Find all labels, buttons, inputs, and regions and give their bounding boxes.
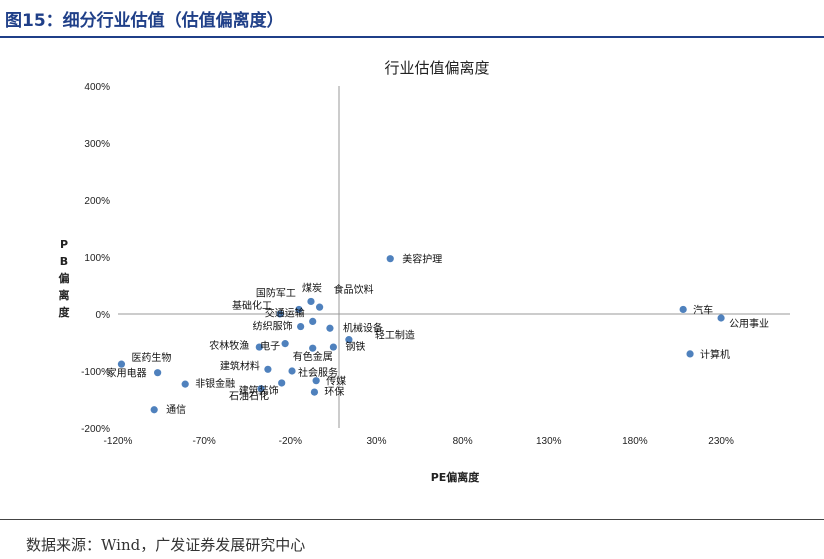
scatter-chart: 行业估值偏离度 400% 300% 200% 100% 0% -100% -200% -12… (59, 59, 790, 484)
point-label: 煤炭 (302, 281, 322, 294)
point-label: 通信 (166, 404, 186, 416)
x-tick-label: -70% (192, 436, 215, 447)
point-label: 电子 (260, 340, 280, 353)
data-point (309, 344, 317, 352)
point-label: 家用电器 (107, 367, 147, 380)
point-label: 机械设备 (343, 321, 383, 334)
data-source: 数据来源：Wind，广发证券发展研究中心 (26, 536, 306, 554)
y-tick-label: 400% (84, 82, 110, 93)
point-label: 轻工制造 (375, 329, 415, 342)
data-point (181, 380, 189, 388)
data-point (310, 388, 319, 396)
data-point (257, 385, 265, 393)
point-label: 医药生物 (131, 351, 171, 364)
x-axis-label: PE偏离度 (431, 470, 481, 484)
x-tick-label: -20% (279, 436, 302, 447)
y-tick-label: -200% (81, 424, 110, 435)
x-tick-label: 230% (708, 436, 734, 447)
data-point (312, 377, 320, 385)
point-label: 美容护理 (402, 253, 442, 266)
point-label: 计算机 (700, 348, 730, 361)
data-point (154, 369, 162, 377)
data-point (150, 406, 158, 414)
point-label: 交通运输 (265, 306, 305, 319)
data-point (281, 340, 289, 348)
point-label: 纺织服饰 (253, 320, 293, 333)
data-point (345, 336, 353, 344)
data-point (686, 350, 694, 358)
point-label: 钢铁 (345, 340, 365, 353)
y-tick-label: 300% (84, 139, 110, 150)
point-label: 建筑材料 (220, 359, 260, 372)
point-label: 建筑装饰 (239, 384, 279, 397)
title-divider (0, 36, 824, 38)
x-tick-labels: -120% -70% -20% 30% 80% 130% 180% 230% (104, 436, 734, 447)
point-label: 环保 (324, 385, 344, 398)
point-label: 传媒 (326, 376, 346, 388)
y-tick-label: 200% (84, 196, 110, 207)
point-label: 食品饮料 (334, 283, 374, 296)
y-tick-label: -100% (81, 367, 110, 378)
point-label: 国防军工 (256, 286, 296, 299)
x-tick-label: 80% (453, 436, 473, 447)
x-tick-label: -120% (104, 436, 133, 447)
y-axis-label: P B 偏离度 (59, 238, 71, 319)
data-point (255, 343, 263, 351)
data-point (717, 314, 725, 322)
x-tick-label: 130% (536, 436, 562, 447)
data-point (264, 365, 272, 373)
data-point (326, 324, 334, 332)
data-points (117, 255, 725, 414)
chart-title: 行业估值偏离度 (384, 59, 489, 77)
data-point (679, 305, 687, 314)
data-point (297, 322, 305, 331)
data-point (117, 360, 126, 368)
data-point (288, 367, 296, 375)
x-tick-label: 180% (622, 436, 648, 447)
y-tick-labels: 400% 300% 200% 100% 0% -100% -200% (81, 82, 110, 435)
point-label: 基础化工 (232, 299, 272, 312)
data-point (329, 343, 337, 351)
point-label: 公用事业 (729, 317, 769, 330)
x-tick-label: 30% (366, 436, 386, 447)
data-point (276, 310, 284, 318)
point-label: 有色金属 (293, 350, 333, 363)
y-tick-label: 0% (96, 310, 111, 321)
data-point (386, 255, 394, 263)
data-point (309, 317, 317, 326)
point-label: 石油石化 (229, 390, 269, 403)
data-point (295, 305, 303, 314)
data-point (307, 297, 315, 306)
data-point (278, 379, 286, 387)
data-point (316, 303, 324, 311)
point-label: 非银金融 (195, 377, 235, 390)
point-label: 农林牧渔 (209, 339, 249, 352)
figure-title: 图15：细分行业估值（估值偏离度） (5, 11, 284, 31)
y-tick-label: 100% (84, 253, 110, 264)
point-label: 社会服务 (298, 366, 338, 379)
footer-divider (0, 519, 824, 520)
point-label: 汽车 (693, 303, 713, 316)
